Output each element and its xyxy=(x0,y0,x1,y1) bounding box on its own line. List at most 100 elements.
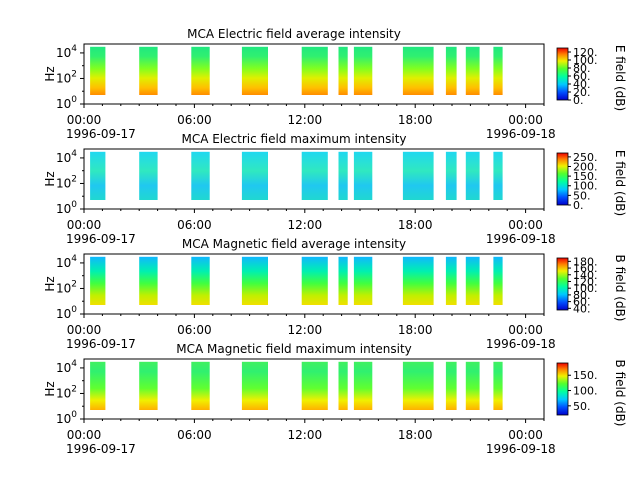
data-segment-5 xyxy=(301,361,328,410)
colorbar-label: E field (dB) xyxy=(613,150,627,216)
colorbar xyxy=(556,47,569,101)
data-segment-9 xyxy=(445,151,457,200)
data-segment-9 xyxy=(445,256,457,305)
chart-panel-1: MCA Electric field average intensity 00:0… xyxy=(43,27,627,141)
chart-title: MCA Electric field average intensity xyxy=(187,27,401,41)
data-segment-5 xyxy=(301,256,328,305)
x-tick-label: 18:00 xyxy=(398,428,433,442)
data-segment-2 xyxy=(139,361,158,410)
chart-panel-3: MCA Magnetic field average intensity 00:0… xyxy=(43,237,627,351)
data-segment-6 xyxy=(338,46,348,95)
colorbar xyxy=(556,362,569,416)
colorbar-label: B field (dB) xyxy=(613,360,627,427)
data-segment-7 xyxy=(353,151,373,200)
data-segment-4 xyxy=(241,46,268,95)
x-tick-label: 12:00 xyxy=(288,218,323,232)
data-segment-4 xyxy=(241,256,268,305)
data-segment-8 xyxy=(402,361,434,410)
x-date-start: 1996-09-17 xyxy=(66,337,136,351)
y-axis-label: Hz xyxy=(43,66,57,81)
data-segment-9 xyxy=(445,361,457,410)
data-segment-10 xyxy=(465,46,480,95)
colorbar-label: E field (dB) xyxy=(613,45,627,111)
plot-frame xyxy=(83,43,545,105)
data-segment-10 xyxy=(465,151,480,200)
y-tick-label: 100 xyxy=(56,200,77,216)
data-segment-3 xyxy=(191,151,210,200)
x-tick-label: 18:00 xyxy=(398,218,433,232)
colorbar-tick-label: 80. xyxy=(573,62,591,75)
data-segment-10 xyxy=(465,256,480,305)
colorbar-tick-label: 40. xyxy=(573,302,591,315)
x-tick-label: 00:00 xyxy=(508,113,543,127)
y-tick-label: 100 xyxy=(56,95,77,111)
data-segment-11 xyxy=(493,256,503,305)
chart-title: MCA Magnetic field average intensity xyxy=(182,237,406,251)
colorbar-tick-label: 20. xyxy=(573,86,591,99)
data-segment-6 xyxy=(338,151,348,200)
x-tick-label: 06:00 xyxy=(177,218,212,232)
data-segment-4 xyxy=(241,361,268,410)
x-tick-label: 00:00 xyxy=(67,218,102,232)
colorbar-tick-label: 0. xyxy=(573,94,584,107)
x-tick-label: 12:00 xyxy=(288,113,323,127)
y-axis-label: Hz xyxy=(43,381,57,396)
colorbar-tick-label: 100. xyxy=(573,282,598,295)
y-tick-label: 102 xyxy=(56,384,77,400)
colorbar-tick-label: 50. xyxy=(573,400,591,413)
y-tick-label: 102 xyxy=(56,279,77,295)
x-tick-label: 00:00 xyxy=(508,218,543,232)
y-tick-label: 100 xyxy=(56,305,77,321)
colorbar-tick-label: 60. xyxy=(573,70,591,83)
colorbar-tick-label: 150. xyxy=(573,369,598,382)
x-tick-label: 12:00 xyxy=(288,323,323,337)
colorbar-tick-label: 100. xyxy=(573,180,598,193)
colorbar-tick-label: 100. xyxy=(573,385,598,398)
data-segment-7 xyxy=(353,46,373,95)
data-segment-8 xyxy=(402,256,434,305)
x-tick-label: 00:00 xyxy=(508,323,543,337)
data-segment-11 xyxy=(493,151,503,200)
data-segment-2 xyxy=(139,46,158,95)
colorbar-tick-label: 120. xyxy=(573,275,598,288)
y-tick-label: 102 xyxy=(56,69,77,85)
colorbar-tick-label: 180. xyxy=(573,255,598,268)
chart-title: MCA Magnetic field maximum intensity xyxy=(176,342,412,356)
data-segment-2 xyxy=(139,151,158,200)
x-tick-label: 00:00 xyxy=(508,428,543,442)
y-axis-label: Hz xyxy=(43,276,57,291)
data-segment-1 xyxy=(90,151,106,200)
colorbar-label: B field (dB) xyxy=(613,255,627,322)
colorbar-tick-label: 100. xyxy=(573,54,598,67)
data-segment-3 xyxy=(191,361,210,410)
data-segment-7 xyxy=(353,361,373,410)
y-tick-label: 104 xyxy=(56,359,77,375)
y-tick-label: 104 xyxy=(56,44,77,60)
colorbar-tick-label: 200. xyxy=(573,160,598,173)
y-axis-label: Hz xyxy=(43,171,57,186)
y-tick-label: 102 xyxy=(56,174,77,190)
data-segment-2 xyxy=(139,256,158,305)
data-segment-3 xyxy=(191,256,210,305)
data-segment-5 xyxy=(301,151,328,200)
colorbar-tick-label: 60. xyxy=(573,296,591,309)
colorbar xyxy=(556,257,569,311)
colorbar xyxy=(556,152,569,206)
x-tick-label: 00:00 xyxy=(67,428,102,442)
data-segment-1 xyxy=(90,256,106,305)
plot-frame xyxy=(83,148,545,210)
y-tick-label: 104 xyxy=(56,149,77,165)
chart-panel-4: MCA Magnetic field maximum intensity 00:0… xyxy=(43,342,627,456)
colorbar-tick-label: 160. xyxy=(573,262,598,275)
data-segment-8 xyxy=(402,46,434,95)
data-segment-7 xyxy=(353,256,373,305)
data-segment-9 xyxy=(445,46,457,95)
plot-frame xyxy=(83,358,545,420)
x-tick-label: 12:00 xyxy=(288,428,323,442)
colorbar-tick-label: 150. xyxy=(573,170,598,183)
colorbar-tick-label: 50. xyxy=(573,189,591,202)
y-tick-label: 100 xyxy=(56,410,77,426)
y-tick-label: 104 xyxy=(56,254,77,270)
x-tick-label: 06:00 xyxy=(177,323,212,337)
